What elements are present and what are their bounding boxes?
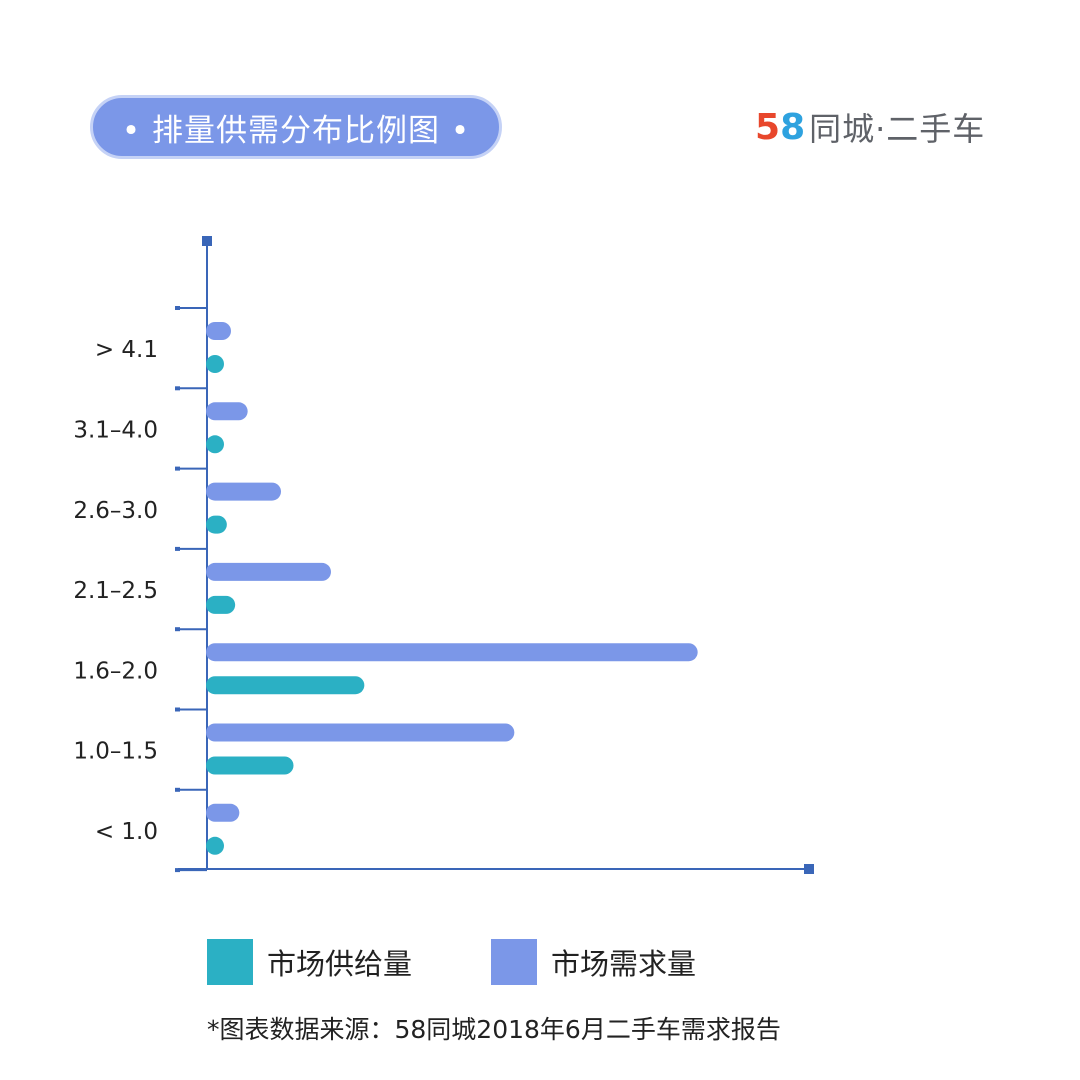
category-tick-cap [175, 787, 180, 792]
category-label: < 1.0 [95, 819, 158, 845]
demand-bar [206, 803, 240, 822]
category-tick-cap [175, 627, 180, 632]
category-tick-cap [175, 466, 180, 471]
demand-bar [206, 322, 231, 340]
category-label: 1.0–1.5 [73, 739, 158, 765]
category-tick-cap [175, 546, 180, 551]
supply-bar [206, 435, 224, 454]
legend-demand: 市场需求量 [491, 938, 696, 986]
brand-digit-5: 5 [755, 106, 781, 148]
brand-digit-8: 8 [780, 106, 806, 148]
brand-text: 同城·二手车 [809, 110, 986, 148]
demand-bar [206, 402, 248, 421]
chart-title-pill: • 排量供需分布比例图 • [90, 95, 502, 159]
category-label: > 4.1 [95, 337, 158, 363]
legend-supply: 市场供给量 [207, 938, 412, 986]
chart-title: • 排量供需分布比例图 • [121, 112, 471, 149]
supply-bar [206, 676, 365, 695]
category-label: 2.1–2.5 [73, 578, 158, 604]
demand-bar [206, 643, 698, 662]
y-axis-end-marker [202, 236, 212, 246]
legend-supply-label: 市场供给量 [267, 947, 413, 981]
category-tick-cap [175, 306, 180, 310]
demand-bar [206, 482, 281, 501]
supply-bar [206, 836, 224, 855]
category-tick-cap [175, 868, 180, 873]
supply-bar [206, 595, 236, 614]
legend-demand-label: 市场需求量 [551, 947, 697, 981]
category-label: 2.6–3.0 [73, 498, 158, 524]
category-tick-cap [175, 707, 180, 712]
demand-bar [206, 562, 331, 581]
x-axis-end-marker [804, 864, 814, 874]
data-source-note: *图表数据来源：58同城2018年6月二手车需求报告 [207, 1015, 781, 1044]
demand-bar [206, 723, 515, 742]
legend-demand-swatch [491, 939, 537, 985]
supply-bar [206, 756, 294, 775]
category-tick-cap [175, 386, 180, 391]
supply-bar [206, 355, 224, 373]
category-label: 3.1–4.0 [73, 417, 158, 443]
category-label: 1.6–2.0 [73, 658, 158, 684]
brand-logo: 5 8 同城·二手车 [755, 104, 985, 150]
supply-bar [206, 515, 227, 534]
legend-supply-swatch [207, 939, 253, 985]
